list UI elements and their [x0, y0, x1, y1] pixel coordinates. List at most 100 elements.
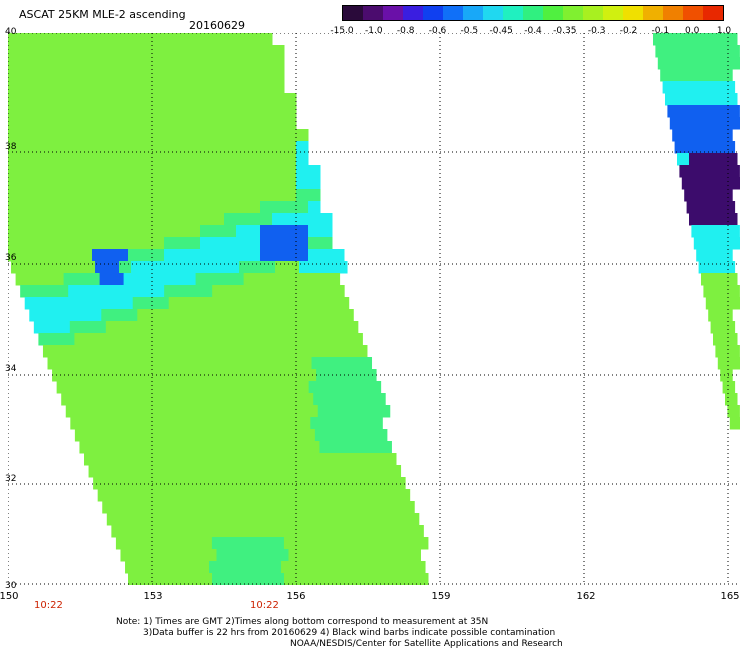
- swath-cell: [110, 333, 123, 346]
- swath-cell: [277, 393, 290, 406]
- swath-cell: [128, 237, 141, 250]
- swath-cell: [157, 393, 170, 406]
- swath-cell: [218, 429, 232, 442]
- swath-cell: [210, 501, 223, 514]
- swath-cell: [318, 345, 332, 358]
- swath-cell: [128, 285, 141, 298]
- swath-cell: [224, 33, 237, 46]
- swath-cell: [362, 429, 376, 442]
- swath-cell: [715, 105, 728, 118]
- swath-cell: [209, 309, 222, 322]
- swath-cell: [252, 453, 265, 466]
- swath-cell: [234, 501, 247, 514]
- swath-cell: [132, 297, 146, 310]
- swath-cell: [59, 357, 73, 370]
- colorbar-labels: -15.0 -1.0 -0.8 -0.6 -0.5 -0.45 -0.4 -0.35 -0.3 -…: [330, 26, 731, 38]
- swath-cell: [116, 45, 129, 58]
- swath-cell: [149, 561, 162, 574]
- swath-cell: [242, 333, 255, 346]
- swath-cell: [147, 525, 160, 538]
- swath-cell: [212, 381, 226, 394]
- swath-cell: [140, 105, 153, 118]
- swath-cell: [376, 465, 390, 478]
- swath-cell: [324, 549, 337, 562]
- swath-cell: [713, 33, 726, 46]
- swath-cell: [260, 129, 273, 142]
- swath-cell: [236, 201, 249, 214]
- swath-cell: [116, 33, 129, 46]
- swath-cell: [89, 309, 102, 322]
- swath-cell: [197, 561, 210, 574]
- swath-cell: [238, 513, 252, 526]
- swath-cell: [729, 237, 740, 250]
- swath-cell: [176, 117, 189, 130]
- swath-cell: [20, 237, 33, 250]
- colorbar-segment: [503, 6, 523, 20]
- swath-cell: [186, 501, 199, 514]
- swath-cell: [248, 69, 261, 82]
- swath-cell: [393, 477, 406, 490]
- swath-cell: [8, 141, 21, 154]
- swath-cell: [284, 93, 297, 106]
- swath-cell: [44, 177, 57, 190]
- swath-cell: [360, 453, 373, 466]
- swath-cell: [80, 381, 94, 394]
- swath-cell: [158, 429, 172, 442]
- swath-cell: [691, 225, 704, 238]
- swath-cell: [317, 309, 330, 322]
- swath-cell: [108, 453, 121, 466]
- swath-cell: [79, 441, 92, 454]
- swath-cell: [8, 129, 21, 142]
- swath-cell: [288, 297, 302, 310]
- swath-cell: [272, 141, 285, 154]
- swath-cell: [160, 465, 174, 478]
- swath-cell: [118, 513, 132, 526]
- swath-cell: [230, 429, 244, 442]
- swath-cell: [703, 45, 716, 58]
- swath-cell: [122, 333, 135, 346]
- swath-cell: [296, 165, 309, 178]
- swath-cell: [242, 429, 256, 442]
- swath-cell: [285, 321, 299, 334]
- swath-cell: [701, 153, 714, 166]
- swath-cell: [118, 417, 131, 430]
- swath-cell: [185, 309, 198, 322]
- swath-cell: [200, 81, 213, 94]
- colorbar-tick-label: -1.0: [365, 26, 383, 36]
- swath-map: [8, 33, 740, 585]
- swath-cell: [164, 45, 177, 58]
- swath-cell: [185, 561, 198, 574]
- swath-cell: [284, 105, 297, 118]
- swath-cell: [140, 45, 153, 58]
- swath-cell: [364, 369, 377, 382]
- swath-cell: [681, 177, 695, 190]
- colorbar-tick-label: -0.8: [396, 26, 415, 36]
- swath-cell: [384, 549, 397, 562]
- swath-cell: [665, 93, 678, 106]
- swath-cell: [104, 129, 117, 142]
- swath-cell: [263, 357, 277, 370]
- swath-cell: [200, 33, 213, 46]
- swath-cell: [156, 453, 169, 466]
- swath-cell: [32, 153, 45, 166]
- swath-cell: [284, 141, 297, 154]
- swath-cell: [56, 117, 69, 130]
- swath-cell: [320, 573, 333, 585]
- swath-cell: [195, 525, 208, 538]
- swath-cell: [247, 537, 261, 550]
- swath-cell: [370, 417, 383, 430]
- swath-cell: [284, 165, 297, 178]
- swath-cell: [223, 441, 236, 454]
- swath-cell: [124, 369, 137, 382]
- swath-cell: [272, 69, 285, 82]
- swath-cell: [20, 45, 33, 58]
- swath-cell: [56, 237, 69, 250]
- swath-cell: [252, 297, 266, 310]
- swath-cell: [219, 273, 233, 286]
- swath-cell: [92, 237, 105, 250]
- swath-cell: [188, 33, 201, 46]
- swath-cell: [134, 429, 148, 442]
- swath-cell: [296, 249, 309, 262]
- swath-cell: [68, 237, 81, 250]
- swath-cell: [176, 177, 189, 190]
